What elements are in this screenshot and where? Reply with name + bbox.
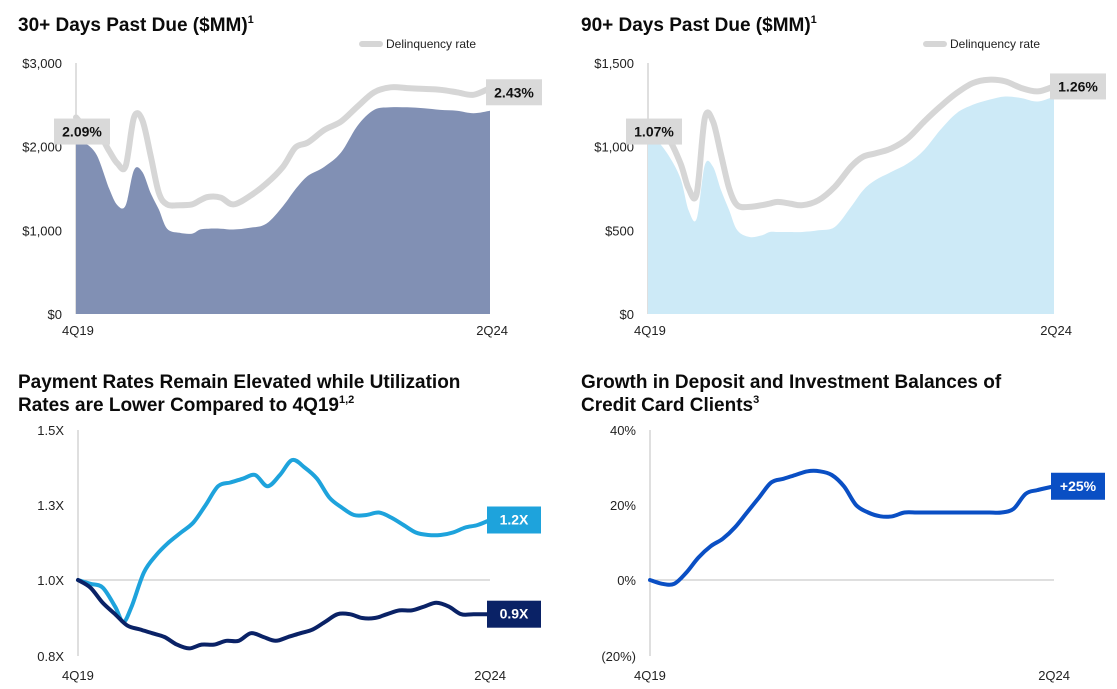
title-90dpd: 90+ Days Past Due ($MM)1 bbox=[581, 14, 817, 37]
title-30dpd-footnote: 1 bbox=[247, 14, 254, 26]
rate-label-box bbox=[1050, 73, 1106, 100]
chart-payment-utilization: 0.8X 1.0X 1.3X 1.5X 1.2X 0.9X 4Q19 2Q24 bbox=[37, 423, 541, 683]
x-tick-label: 4Q19 bbox=[62, 323, 94, 338]
deposit_growth-label: +25% bbox=[1060, 478, 1097, 494]
y-tick-label: 0.8X bbox=[37, 649, 64, 664]
payment_rate-label-box bbox=[487, 506, 541, 534]
title-payment-utilization-line2: Rates are Lower Compared to 4Q19 bbox=[18, 395, 339, 416]
y-tick-label: 20% bbox=[610, 498, 636, 513]
y-tick-label: 40% bbox=[610, 423, 636, 438]
x-tick-label: 2Q24 bbox=[474, 668, 506, 683]
y-tick-label: (20%) bbox=[601, 649, 636, 664]
rate-label: 1.26% bbox=[1058, 78, 1098, 94]
y-tick-label: $1,500 bbox=[594, 56, 634, 71]
y-tick-label: 0% bbox=[617, 573, 636, 588]
title-payment-utilization-line1: Payment Rates Remain Elevated while Util… bbox=[18, 372, 461, 393]
title-90dpd-text: 90+ Days Past Due ($MM) bbox=[581, 15, 811, 36]
y-tick-label: $1,000 bbox=[594, 140, 634, 155]
rate-label: 2.43% bbox=[494, 84, 534, 100]
y-tick-label: $500 bbox=[605, 223, 634, 238]
title-deposit-growth-line1: Growth in Deposit and Investment Balance… bbox=[581, 372, 1002, 393]
x-tick-label: 4Q19 bbox=[634, 323, 666, 338]
balance-area bbox=[648, 96, 1054, 314]
y-tick-label: $1,000 bbox=[22, 223, 62, 238]
delinquency-rate-line bbox=[645, 76, 1057, 211]
payment_rate-label: 1.2X bbox=[500, 512, 529, 528]
title-deposit-growth-footnote: 3 bbox=[753, 394, 760, 406]
utilization-line bbox=[76, 578, 492, 651]
y-tick-label: 1.3X bbox=[37, 498, 64, 513]
legend-label: Delinquency rate bbox=[950, 37, 1040, 51]
x-tick-label: 2Q24 bbox=[476, 323, 508, 338]
utilization-label-box bbox=[487, 600, 541, 628]
y-tick-label: $3,000 bbox=[22, 56, 62, 71]
y-tick-label: $2,000 bbox=[22, 140, 62, 155]
rate-label-box bbox=[54, 118, 110, 145]
rate-label-box bbox=[626, 118, 682, 145]
x-tick-label: 2Q24 bbox=[1040, 323, 1072, 338]
delinquency-rate-line bbox=[73, 84, 493, 209]
x-tick-label: 4Q19 bbox=[62, 668, 94, 683]
rate-label: 2.09% bbox=[62, 124, 102, 140]
x-tick-label: 2Q24 bbox=[1038, 668, 1070, 683]
rate-label: 1.07% bbox=[634, 124, 674, 140]
y-tick-label: $0 bbox=[620, 307, 634, 322]
x-tick-label: 4Q19 bbox=[634, 668, 666, 683]
title-30dpd-text: 30+ Days Past Due ($MM) bbox=[18, 15, 248, 36]
payment_rate-line bbox=[76, 457, 492, 624]
title-deposit-growth-line2: Credit Card Clients bbox=[581, 395, 754, 416]
legend-label: Delinquency rate bbox=[386, 37, 476, 51]
rate-label-box bbox=[486, 79, 542, 106]
title-deposit-growth: Growth in Deposit and Investment Balance… bbox=[581, 371, 1001, 417]
title-payment-utilization-footnote: 1,2 bbox=[339, 394, 355, 406]
title-90dpd-footnote: 1 bbox=[810, 14, 817, 26]
title-30dpd: 30+ Days Past Due ($MM)1 bbox=[18, 14, 254, 37]
balance-area bbox=[76, 107, 490, 315]
y-tick-label: 1.5X bbox=[37, 423, 64, 438]
chart-30dpd: $0 $1,000 $2,000 $3,000 Delinquency rate 2.09… bbox=[22, 37, 542, 338]
deposit_growth-line bbox=[648, 468, 1056, 587]
y-tick-label: 1.0X bbox=[37, 573, 64, 588]
utilization-label: 0.9X bbox=[500, 606, 529, 622]
chart-90dpd: $0 $500 $1,000 $1,500 Delinquency rate 1.07% 1… bbox=[594, 37, 1106, 338]
y-tick-label: $0 bbox=[48, 307, 62, 322]
deposit_growth-label-box bbox=[1051, 472, 1105, 500]
title-payment-utilization: Payment Rates Remain Elevated while Util… bbox=[18, 371, 460, 417]
chart-deposit-growth: (20%) 0% 20% 40% +25% 4Q19 2Q24 bbox=[601, 423, 1105, 683]
